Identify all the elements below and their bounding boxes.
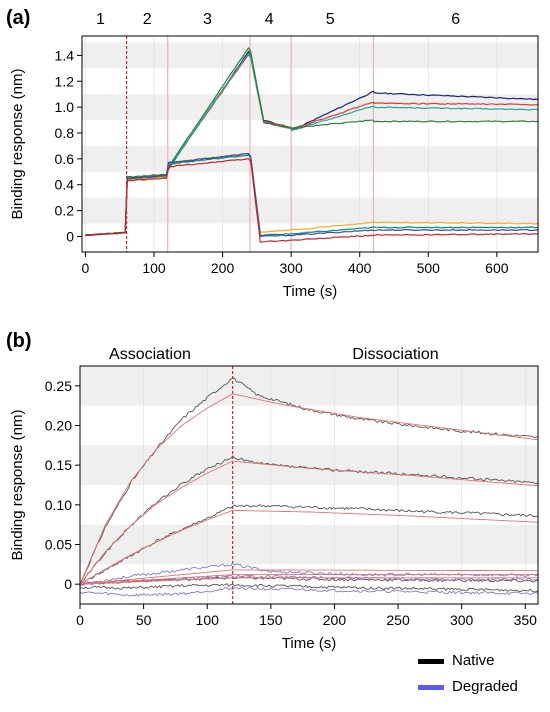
series-layer xyxy=(85,47,539,243)
y-tick-label: 0.25 xyxy=(45,378,72,394)
native-series-line xyxy=(79,576,539,586)
degraded-series-line xyxy=(79,562,539,586)
step-label: 1 xyxy=(96,11,105,28)
x-tick-label: 300 xyxy=(279,260,303,276)
x-tick-label: 0 xyxy=(76,612,84,628)
fit-line xyxy=(79,569,538,585)
panel-b-label: (b) xyxy=(6,330,32,352)
phase-label: Association xyxy=(109,346,191,363)
grid-band xyxy=(82,145,538,172)
degraded-series-line xyxy=(79,586,539,597)
fit-line xyxy=(79,460,539,585)
series-line xyxy=(85,47,539,236)
x-tick-label: 350 xyxy=(514,612,538,628)
y-tick-label: 0.10 xyxy=(45,497,72,513)
y-axis-title: Binding response (nm) xyxy=(9,410,26,561)
y-tick-label: 1.2 xyxy=(55,73,75,89)
y-tick-label: 0 xyxy=(66,228,74,244)
y-tick-label: 0.05 xyxy=(45,537,72,553)
step-label: 3 xyxy=(203,11,212,28)
grid-band xyxy=(82,42,538,69)
series-line xyxy=(85,153,539,237)
x-axis-title: Time (s) xyxy=(282,635,336,652)
x-tick-label: 50 xyxy=(136,612,152,628)
step-label: 4 xyxy=(265,11,274,28)
x-tick-label: 150 xyxy=(259,612,283,628)
x-tick-label: 200 xyxy=(211,260,235,276)
native-series-line xyxy=(79,504,539,584)
y-tick-label: 0.20 xyxy=(45,418,72,434)
fit-line xyxy=(79,577,538,585)
plot-frame xyxy=(79,365,539,605)
y-tick-label: 1.0 xyxy=(55,99,75,115)
y-tick-label: 1.4 xyxy=(55,47,75,63)
step-label: 6 xyxy=(451,11,460,28)
legend-label: Native xyxy=(452,652,495,669)
y-tick-label: 0.8 xyxy=(55,125,75,141)
x-tick-label: 100 xyxy=(142,260,166,276)
grid-band xyxy=(80,366,538,406)
legend-swatch xyxy=(418,685,444,690)
x-tick-label: 0 xyxy=(82,260,90,276)
panel-a-chart: (a) 0 100 200 300 400 500 600 0 0.2 0.4 0.6 0.8 1.0 1… xyxy=(6,7,539,300)
y-tick-label: 0.4 xyxy=(55,177,75,193)
y-tick-label: 0.2 xyxy=(55,203,75,219)
plot-frame xyxy=(81,35,539,253)
x-tick-label: 600 xyxy=(485,260,509,276)
x-tick-label: 400 xyxy=(348,260,372,276)
grid-band xyxy=(82,197,538,224)
grid-band xyxy=(80,524,538,565)
step-label: 2 xyxy=(143,11,152,28)
step-label: 5 xyxy=(326,11,335,28)
fit-line xyxy=(79,574,538,585)
fit-line xyxy=(79,509,539,585)
series-line xyxy=(85,153,539,236)
legend: Native Degraded xyxy=(418,652,518,695)
series-layer xyxy=(79,377,539,597)
y-tick-label: 0.6 xyxy=(55,151,75,167)
x-tick-label: 300 xyxy=(450,612,474,628)
panel-b-chart: (b) 0 50 100 150 200 250 300 350 0 0.05 0.10 0.15 0.… xyxy=(6,330,539,695)
x-tick-label: 250 xyxy=(386,612,410,628)
grid-band xyxy=(82,94,538,121)
x-tick-label: 100 xyxy=(196,612,220,628)
x-tick-label: 500 xyxy=(417,260,441,276)
y-tick-label: 0 xyxy=(64,576,72,592)
grid-band xyxy=(80,445,538,485)
fit-line xyxy=(79,393,539,585)
y-axis-title: Binding response (nm) xyxy=(9,69,26,220)
native-series-line xyxy=(79,583,539,593)
x-tick-label: 200 xyxy=(323,612,347,628)
series-line xyxy=(85,158,538,243)
x-axis-title: Time (s) xyxy=(283,283,337,300)
phase-label: Dissociation xyxy=(352,346,438,363)
legend-label: Degraded xyxy=(452,678,518,695)
panel-a-label: (a) xyxy=(6,7,30,29)
y-tick-label: 0.15 xyxy=(45,457,72,473)
legend-swatch xyxy=(418,659,444,664)
